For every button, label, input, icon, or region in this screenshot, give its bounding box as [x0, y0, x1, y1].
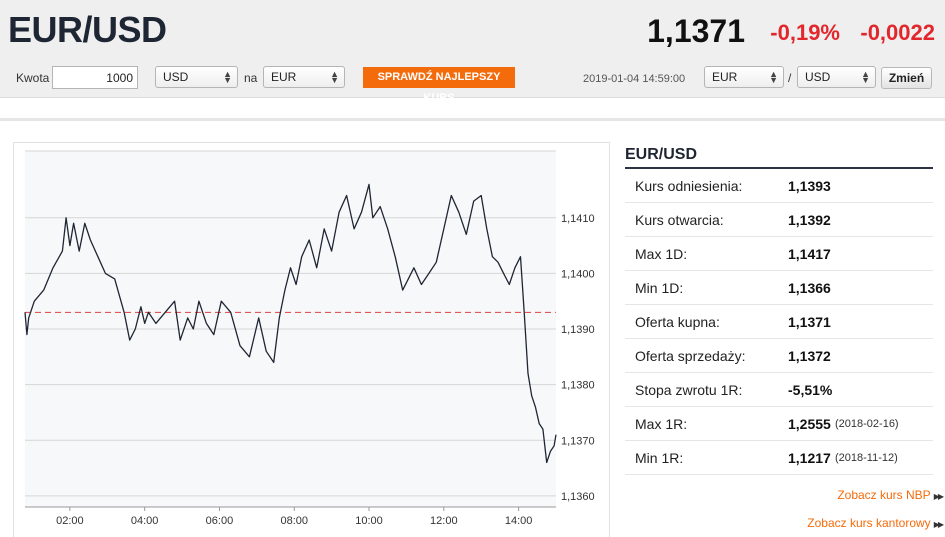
nbp-link-label: Zobacz kurs NBP [837, 488, 931, 502]
y-tick-label: 1,1400 [561, 268, 595, 280]
from-currency-select[interactable]: USD ▲ ▼ [155, 66, 238, 88]
stat-value: 1,1371 [788, 314, 831, 330]
up-down-arrows-icon: ▲ ▼ [223, 69, 232, 85]
y-tick-label: 1,1380 [561, 380, 595, 392]
converter-bar: Kwota USD ▲▼ na EUR ▲▼ SPRAWDŹ NAJLEPSZY… [0, 58, 945, 104]
nbp-rate-link[interactable]: Zobacz kurs NBP ▶▶ [837, 488, 944, 502]
up-down-arrows-icon: ▲ ▼ [769, 69, 778, 85]
change-absolute: -0,0022 [860, 20, 935, 45]
stats-title: EUR/USD [625, 143, 933, 169]
stat-date: (2018-11-12) [835, 452, 898, 464]
to-currency-select[interactable]: EUR ▲ ▼ [263, 66, 345, 88]
intraday-chart: 1,1410 1,1400 1,1390 1,1380 1,1370 1,1360 02:0… [24, 150, 595, 527]
base-currency-select[interactable]: EUR ▲ ▼ [704, 66, 784, 88]
page-title: EUR/USD [8, 9, 167, 50]
to-currency-value: EUR [271, 70, 297, 84]
amount-label: Kwota [16, 71, 50, 85]
pair-separator: / [788, 71, 792, 85]
quote-timestamp: 2019-01-04 14:59:00 [583, 73, 686, 85]
stats-row: Oferta sprzedaży: 1,1372 [625, 339, 933, 373]
y-tick-label: 1,1410 [561, 213, 595, 225]
x-tick-label: 14:00 [505, 515, 533, 527]
kantor-rate-link[interactable]: Zobacz kurs kantorowy ▶▶ [807, 516, 944, 530]
stats-table: Kurs odniesienia: 1,1393 Kurs otwarcia: 1,1… [625, 169, 933, 475]
best-rate-button[interactable]: SPRAWDŹ NAJLEPSZY KURS [363, 67, 515, 104]
x-tick-label: 12:00 [430, 515, 458, 527]
y-tick-label: 1,1360 [561, 491, 595, 503]
stats-row: Oferta kupna: 1,1371 [625, 305, 933, 339]
stats-row: Max 1R: 1,2555 (2018-02-16) [625, 407, 933, 441]
stat-label: Stopa zwrotu 1R: [635, 382, 743, 398]
stat-label: Oferta kupna: [635, 314, 720, 330]
swap-button[interactable]: Zmień [881, 67, 932, 89]
stats-row: Kurs otwarcia: 1,1392 [625, 203, 933, 237]
x-tick-label: 04:00 [131, 515, 159, 527]
stat-value: 1,2555 [788, 416, 831, 432]
stat-label: Min 1D: [635, 280, 684, 296]
kantor-link-label: Zobacz kurs kantorowy [807, 516, 931, 530]
change-percent: -0,19% [770, 20, 840, 45]
content-area: 1,1410 1,1400 1,1390 1,1380 1,1370 1,1360 02:0… [0, 118, 945, 537]
stat-label: Max 1R: [635, 416, 688, 432]
double-right-arrow-icon: ▶▶ [933, 492, 944, 501]
base-currency-value: EUR [712, 70, 738, 84]
x-tick-label: 10:00 [355, 515, 383, 527]
chart-panel: 1,1410 1,1400 1,1390 1,1380 1,1370 1,1360 02:0… [13, 142, 610, 537]
quote-currency-select[interactable]: USD ▲ ▼ [797, 66, 876, 88]
quote-currency-value: USD [805, 70, 831, 84]
stat-label: Oferta sprzedaży: [635, 348, 746, 364]
stats-row: Stopa zwrotu 1R: -5,51% [625, 373, 933, 407]
stat-label: Kurs odniesienia: [635, 178, 743, 194]
x-tick-label: 08:00 [280, 515, 308, 527]
from-currency-value: USD [163, 70, 189, 84]
stat-label: Max 1D: [635, 246, 688, 262]
stat-value: -5,51% [788, 382, 833, 398]
stats-panel: EUR/USD Kurs odniesienia: 1,1393 Kurs otwa… [625, 143, 933, 475]
current-price: 1,1371 [647, 13, 745, 49]
stat-value: 1,1372 [788, 348, 831, 364]
double-right-arrow-icon: ▶▶ [933, 520, 944, 529]
to-label: na [244, 71, 258, 85]
stat-date: (2018-02-16) [835, 418, 899, 430]
price-line [24, 183, 557, 464]
amount-input[interactable] [52, 66, 138, 89]
stat-label: Kurs otwarcia: [635, 212, 724, 228]
quote-header: EUR/USD 1,1371 -0,19% -0,0022 [0, 0, 945, 58]
stat-value: 1,1392 [788, 212, 831, 228]
stats-row: Max 1D: 1,1417 [625, 237, 933, 271]
stat-value: 1,1366 [788, 280, 831, 296]
stat-value: 1,1393 [788, 178, 831, 194]
stats-row: Min 1R: 1,1217 (2018-11-12) [625, 441, 933, 475]
up-down-arrows-icon: ▲ ▼ [861, 69, 870, 85]
y-tick-label: 1,1390 [561, 324, 595, 336]
stat-value: 1,1417 [788, 246, 831, 262]
stats-row: Kurs odniesienia: 1,1393 [625, 169, 933, 203]
stat-label: Min 1R: [635, 450, 684, 466]
up-down-arrows-icon: ▲ ▼ [330, 69, 339, 85]
stats-row: Min 1D: 1,1366 [625, 271, 933, 305]
y-tick-label: 1,1370 [561, 435, 595, 447]
stat-value: 1,1217 [788, 450, 831, 466]
x-tick-label: 06:00 [206, 515, 234, 527]
x-tick-label: 02:00 [56, 515, 84, 527]
